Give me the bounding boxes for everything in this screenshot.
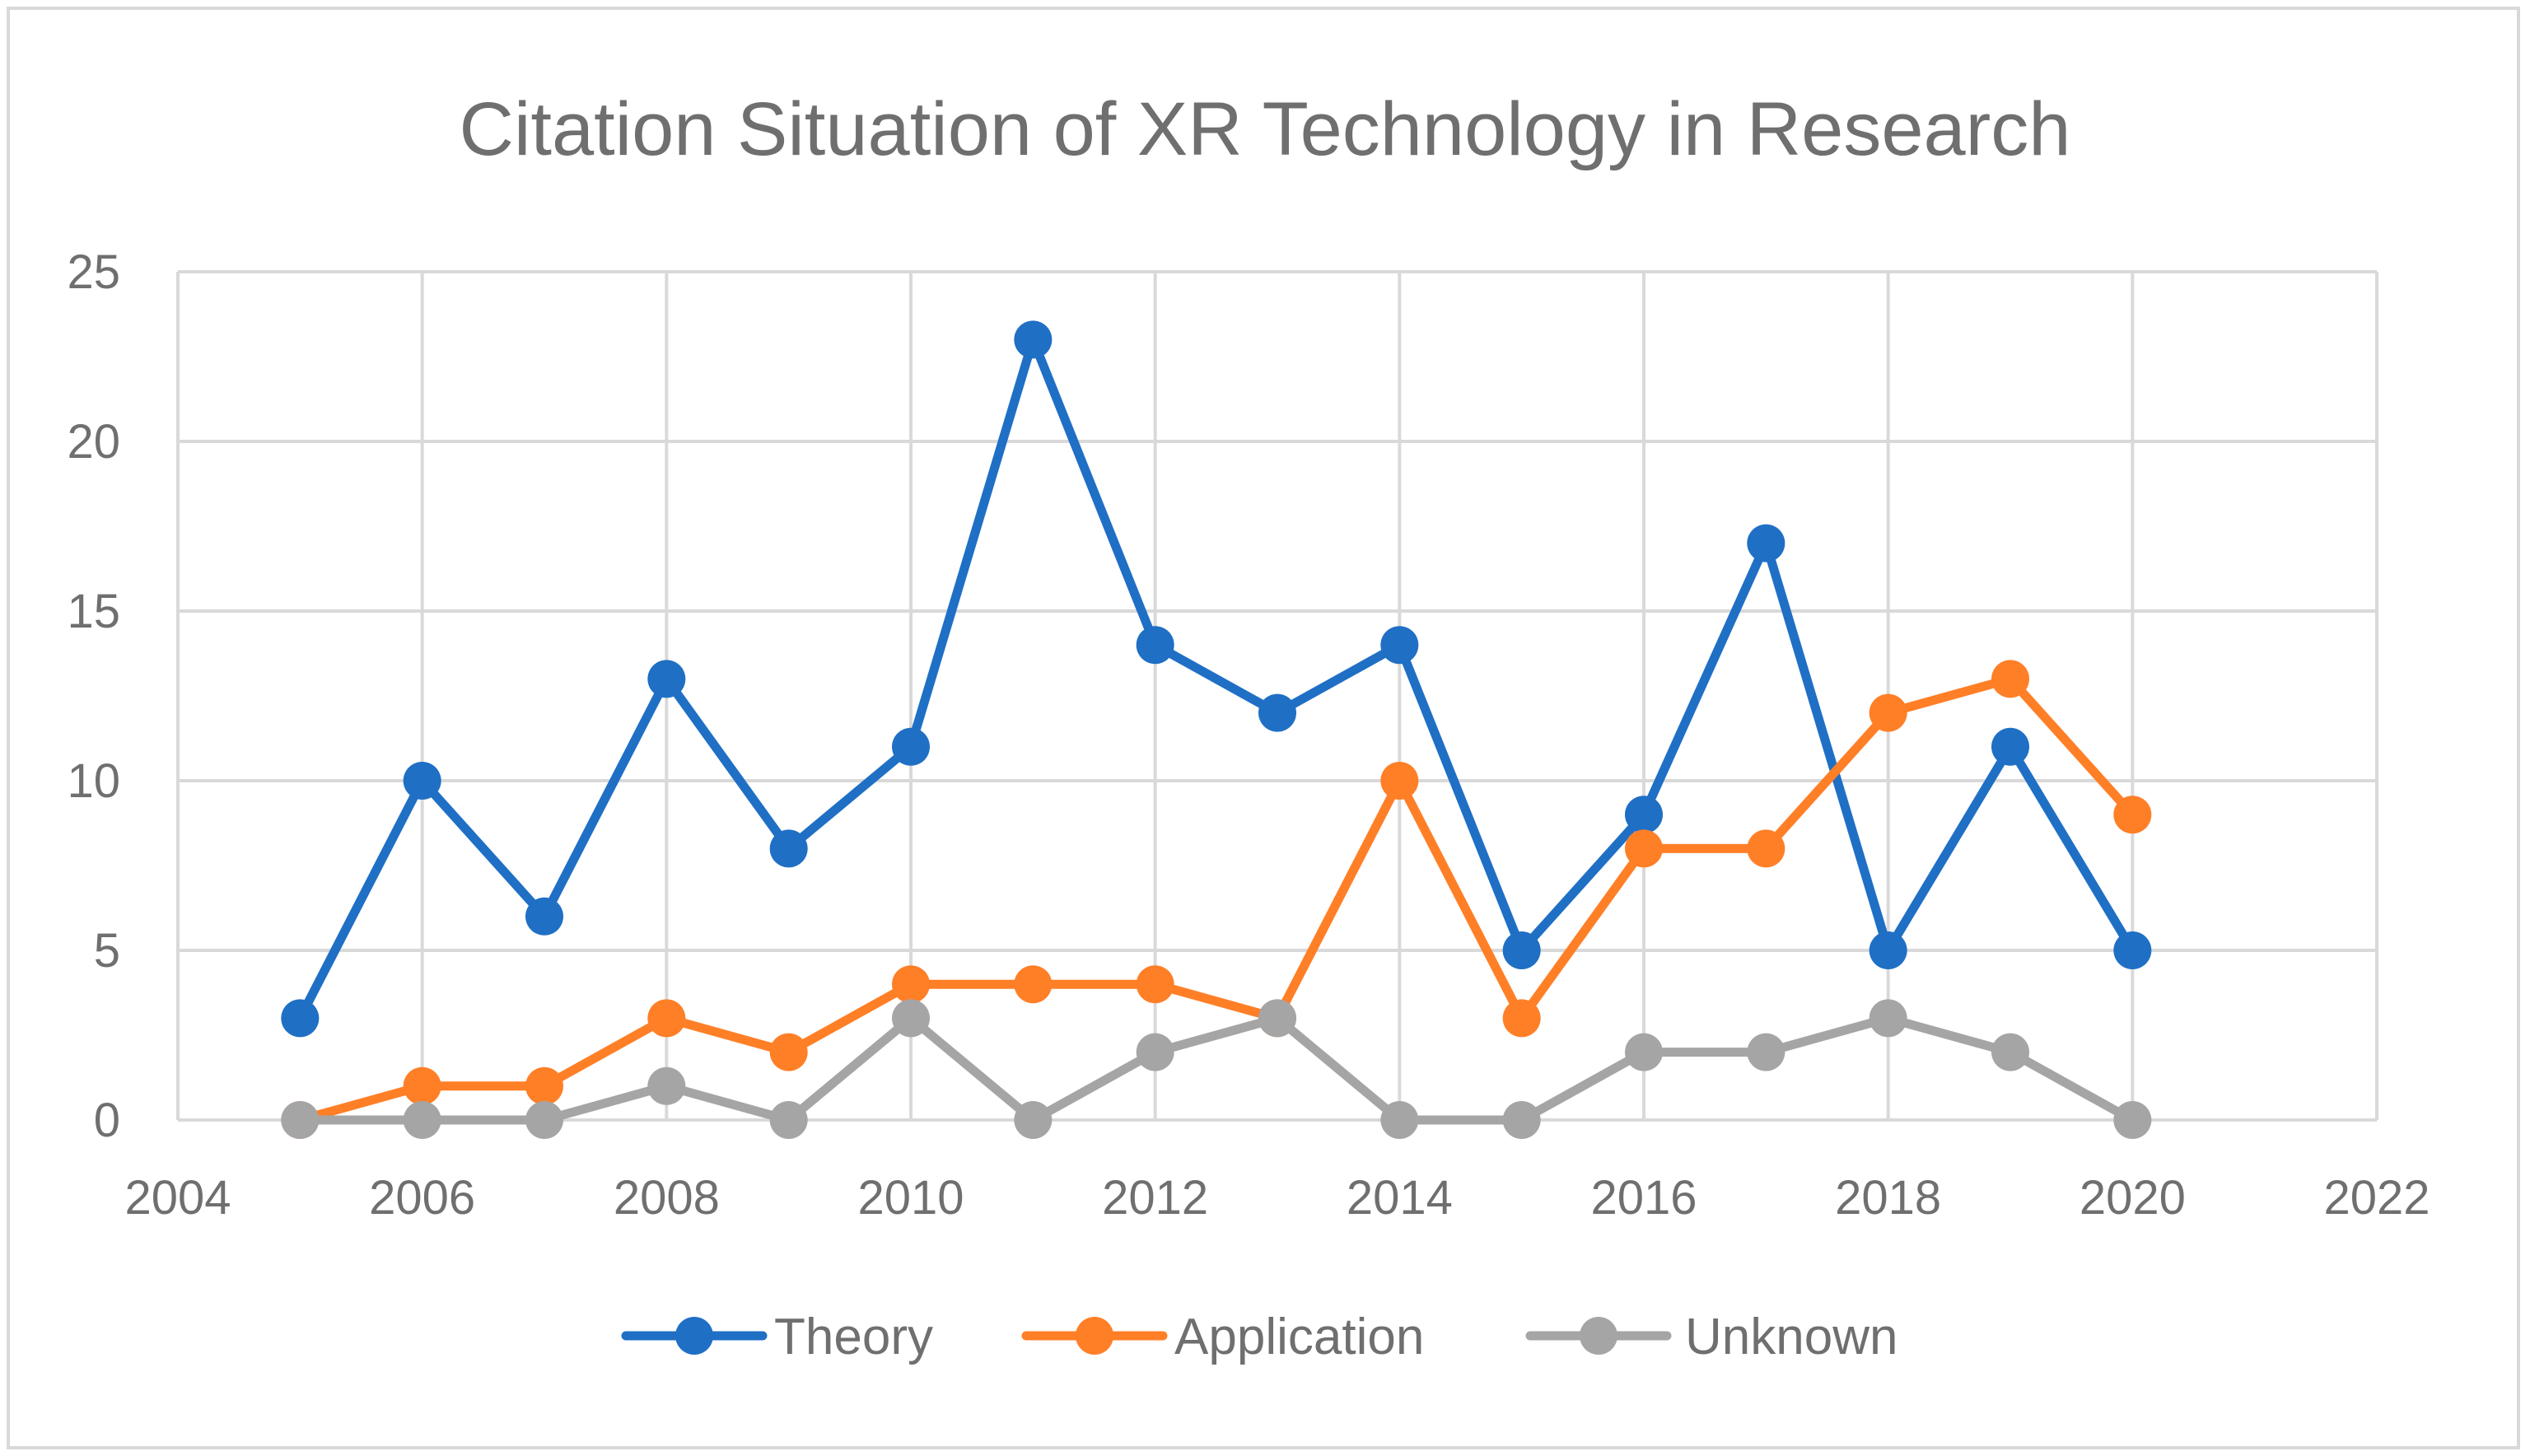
data-point-theory (1380, 626, 1419, 665)
legend-label-unknown: Unknown (1685, 1309, 1898, 1365)
series-line-application (295, 674, 2137, 1125)
data-point-theory (525, 897, 563, 936)
data-point-unknown (1258, 999, 1296, 1038)
chart-title: Citation Situation of XR Technology in R… (460, 87, 2071, 171)
legend-label-theory: Theory (774, 1309, 933, 1365)
y-tick-label: 5 (94, 924, 120, 978)
data-point-application (1136, 965, 1174, 1004)
data-point-application (1014, 965, 1053, 1004)
x-tick-label: 2006 (369, 1171, 475, 1225)
data-point-theory (1502, 931, 1541, 969)
data-point-theory (1258, 693, 1296, 732)
legend: Theory Application Unknown (621, 1309, 1898, 1365)
chart-frame (7, 7, 2520, 1449)
data-point-theory (2113, 931, 2152, 969)
data-point-theory (1991, 727, 2029, 766)
data-point-theory (1869, 931, 1907, 969)
data-point-unknown (281, 1101, 320, 1139)
data-point-application (525, 1066, 563, 1105)
x-tick-label: 2010 (857, 1171, 964, 1225)
data-point-unknown (769, 1101, 808, 1139)
axis-tick-labels: 0 5 10 15 20 25 2004 2006 2008 2010 2012 2014 2016 20… (67, 245, 2430, 1225)
data-point-theory (1136, 626, 1174, 665)
series-markers (281, 320, 2152, 1139)
data-point-unknown (1625, 1033, 1663, 1071)
data-point-application (892, 965, 930, 1004)
data-point-unknown (1502, 1101, 1541, 1139)
data-point-application (1502, 999, 1541, 1038)
data-point-application (647, 999, 686, 1038)
series-lines (295, 334, 2137, 1125)
data-point-theory (1014, 320, 1053, 359)
x-tick-label: 2018 (1835, 1171, 1941, 1225)
series-line-unknown (295, 1013, 2137, 1125)
data-point-theory (1625, 796, 1663, 834)
data-point-application (1380, 762, 1419, 800)
data-point-unknown (1136, 1033, 1174, 1071)
legend-marker-theory (675, 1317, 713, 1355)
data-point-unknown (892, 999, 930, 1038)
data-point-application (769, 1033, 808, 1071)
x-tick-label: 2012 (1102, 1171, 1208, 1225)
data-point-application (1625, 829, 1663, 868)
data-point-theory (647, 660, 686, 698)
x-tick-label: 2020 (2080, 1171, 2186, 1225)
data-point-theory (892, 727, 930, 766)
y-tick-label: 25 (67, 245, 120, 299)
data-point-theory (403, 762, 441, 800)
data-point-application (1869, 693, 1907, 732)
data-point-unknown (1747, 1033, 1785, 1071)
data-point-application (1991, 660, 2029, 698)
x-tick-label: 2014 (1347, 1171, 1453, 1225)
data-point-unknown (1014, 1101, 1053, 1139)
y-tick-label: 20 (67, 415, 120, 469)
y-tick-label: 0 (94, 1094, 120, 1147)
data-point-application (1747, 829, 1785, 868)
legend-marker-unknown (1580, 1317, 1617, 1355)
data-point-unknown (1869, 999, 1907, 1038)
data-point-application (2113, 796, 2152, 834)
data-point-unknown (2113, 1101, 2152, 1139)
x-tick-label: 2016 (1590, 1171, 1697, 1225)
data-point-unknown (1380, 1101, 1419, 1139)
x-tick-label: 2022 (2323, 1171, 2430, 1225)
y-tick-label: 10 (67, 754, 120, 808)
data-point-unknown (403, 1101, 441, 1139)
x-tick-label: 2004 (124, 1171, 231, 1225)
data-point-unknown (647, 1066, 686, 1105)
legend-marker-application (1076, 1317, 1113, 1355)
legend-label-application: Application (1174, 1309, 1424, 1365)
data-point-theory (281, 999, 320, 1038)
data-point-unknown (1991, 1033, 2029, 1071)
series-line-theory (295, 334, 2137, 1023)
data-point-unknown (525, 1101, 563, 1139)
data-point-theory (1747, 524, 1785, 562)
x-tick-label: 2008 (614, 1171, 720, 1225)
y-tick-label: 15 (67, 585, 120, 638)
data-point-theory (769, 829, 808, 868)
data-point-application (403, 1066, 441, 1105)
